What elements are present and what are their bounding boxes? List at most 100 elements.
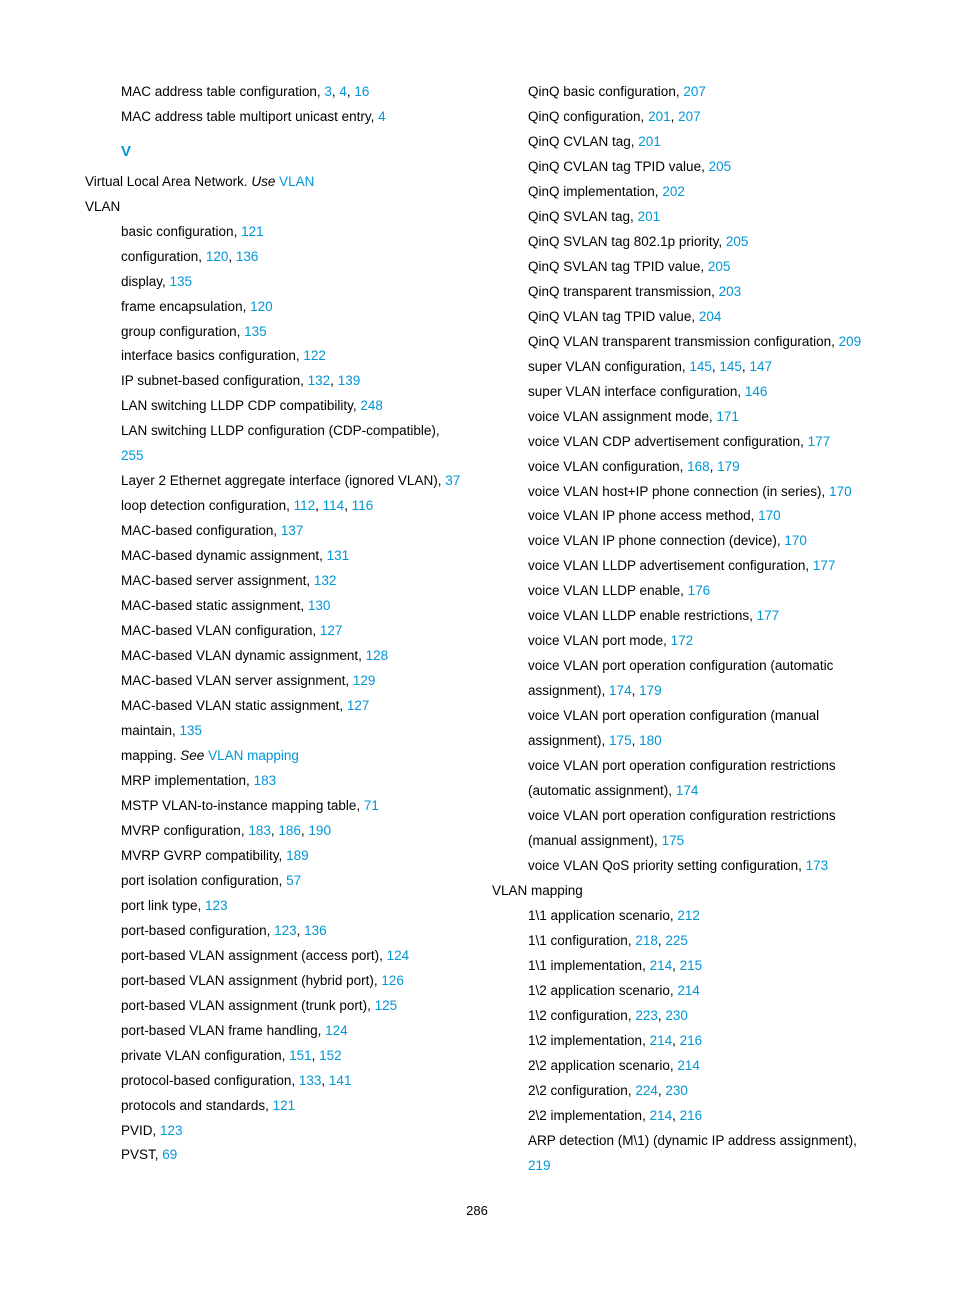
page-link[interactable]: 225	[665, 933, 688, 948]
page-link[interactable]: 127	[320, 623, 343, 638]
page-link[interactable]: 121	[273, 1098, 296, 1113]
page-link[interactable]: 202	[662, 184, 685, 199]
page-link[interactable]: 224	[635, 1083, 658, 1098]
page-link[interactable]: 173	[806, 858, 829, 873]
page-link[interactable]: 133	[299, 1073, 322, 1088]
page-link[interactable]: 120	[250, 299, 273, 314]
page-link[interactable]: 151	[289, 1048, 312, 1063]
page-link[interactable]: 177	[808, 434, 831, 449]
page-link[interactable]: 223	[635, 1008, 658, 1023]
page-link[interactable]: 205	[709, 159, 732, 174]
page-link[interactable]: 170	[784, 533, 807, 548]
page-link[interactable]: 174	[676, 783, 699, 798]
page-link[interactable]: 127	[347, 698, 370, 713]
page-link[interactable]: 128	[366, 648, 389, 663]
page-link[interactable]: 205	[708, 259, 731, 274]
page-link[interactable]: 145	[719, 359, 742, 374]
page-link[interactable]: 136	[304, 923, 327, 938]
page-link[interactable]: 57	[286, 873, 301, 888]
page-link[interactable]: 214	[650, 1033, 673, 1048]
page-link[interactable]: 135	[180, 723, 203, 738]
page-link[interactable]: 201	[638, 134, 661, 149]
page-link[interactable]: 132	[308, 373, 331, 388]
page-link[interactable]: 201	[648, 109, 671, 124]
page-link[interactable]: 126	[381, 973, 404, 988]
page-link[interactable]: 216	[680, 1033, 703, 1048]
page-link[interactable]: 124	[325, 1023, 348, 1038]
page-link[interactable]: 212	[677, 908, 700, 923]
page-link[interactable]: 170	[829, 484, 852, 499]
page-link[interactable]: 116	[352, 498, 374, 513]
page-link[interactable]: 171	[716, 409, 739, 424]
page-link[interactable]: 189	[286, 848, 309, 863]
page-link[interactable]: 147	[749, 359, 772, 374]
page-link[interactable]: 204	[699, 309, 722, 324]
page-link[interactable]: 218	[635, 933, 658, 948]
page-link[interactable]: 16	[354, 84, 369, 99]
page-link[interactable]: 135	[244, 324, 267, 339]
page-link[interactable]: 120	[206, 249, 229, 264]
page-link[interactable]: 177	[757, 608, 780, 623]
page-link[interactable]: 170	[758, 508, 781, 523]
page-link[interactable]: 145	[689, 359, 712, 374]
page-link[interactable]: 203	[719, 284, 742, 299]
page-link[interactable]: 137	[281, 523, 304, 538]
page-link[interactable]: 207	[683, 84, 706, 99]
page-link[interactable]: 183	[248, 823, 271, 838]
page-link[interactable]: 168	[687, 459, 710, 474]
page-link[interactable]: 152	[319, 1048, 342, 1063]
page-link[interactable]: 130	[308, 598, 331, 613]
page-link[interactable]: 3	[324, 84, 332, 99]
page-link[interactable]: 132	[314, 573, 337, 588]
page-link[interactable]: 180	[639, 733, 662, 748]
page-link[interactable]: 214	[677, 983, 700, 998]
page-link[interactable]: 174	[609, 683, 632, 698]
page-link[interactable]: 230	[665, 1083, 688, 1098]
page-link[interactable]: 4	[378, 109, 386, 124]
page-link[interactable]: 69	[162, 1147, 177, 1162]
page-link[interactable]: 214	[650, 1108, 673, 1123]
page-link[interactable]: 176	[688, 583, 711, 598]
page-link[interactable]: 255	[121, 448, 144, 463]
page-link[interactable]: 179	[717, 459, 740, 474]
page-link[interactable]: 215	[680, 958, 703, 973]
page-link[interactable]: VLAN	[279, 174, 314, 189]
page-link[interactable]: 4	[339, 84, 347, 99]
page-link[interactable]: 124	[387, 948, 410, 963]
page-link[interactable]: 125	[375, 998, 398, 1013]
page-link[interactable]: 71	[364, 798, 379, 813]
page-link[interactable]: 37	[445, 473, 460, 488]
page-link[interactable]: 123	[160, 1123, 183, 1138]
page-link[interactable]: 175	[609, 733, 632, 748]
page-link[interactable]: 179	[639, 683, 662, 698]
page-link[interactable]: 146	[745, 384, 768, 399]
page-link[interactable]: 131	[327, 548, 350, 563]
page-link[interactable]: 175	[662, 833, 685, 848]
page-link[interactable]: 129	[353, 673, 376, 688]
page-link[interactable]: 207	[678, 109, 701, 124]
page-link[interactable]: 112	[294, 498, 316, 513]
page-link[interactable]: 214	[650, 958, 673, 973]
page-link[interactable]: 205	[726, 234, 749, 249]
page-link[interactable]: 230	[665, 1008, 688, 1023]
page-link[interactable]: 190	[308, 823, 331, 838]
page-link[interactable]: 123	[274, 923, 297, 938]
page-link[interactable]: 214	[677, 1058, 700, 1073]
page-link[interactable]: 114	[323, 498, 345, 513]
page-link[interactable]: 172	[671, 633, 694, 648]
page-link[interactable]: 122	[303, 348, 326, 363]
page-link[interactable]: 121	[241, 224, 264, 239]
page-link[interactable]: 123	[205, 898, 228, 913]
page-link[interactable]: 183	[254, 773, 277, 788]
page-link[interactable]: 209	[839, 334, 862, 349]
page-link[interactable]: 139	[338, 373, 361, 388]
page-link[interactable]: 141	[329, 1073, 352, 1088]
page-link[interactable]: 216	[680, 1108, 703, 1123]
page-link[interactable]: 135	[170, 274, 193, 289]
page-link[interactable]: 177	[813, 558, 836, 573]
page-link[interactable]: 136	[236, 249, 259, 264]
page-link[interactable]: 201	[638, 209, 661, 224]
page-link[interactable]: 186	[278, 823, 301, 838]
page-link[interactable]: VLAN mapping	[208, 748, 299, 763]
page-link[interactable]: 219	[528, 1158, 551, 1173]
